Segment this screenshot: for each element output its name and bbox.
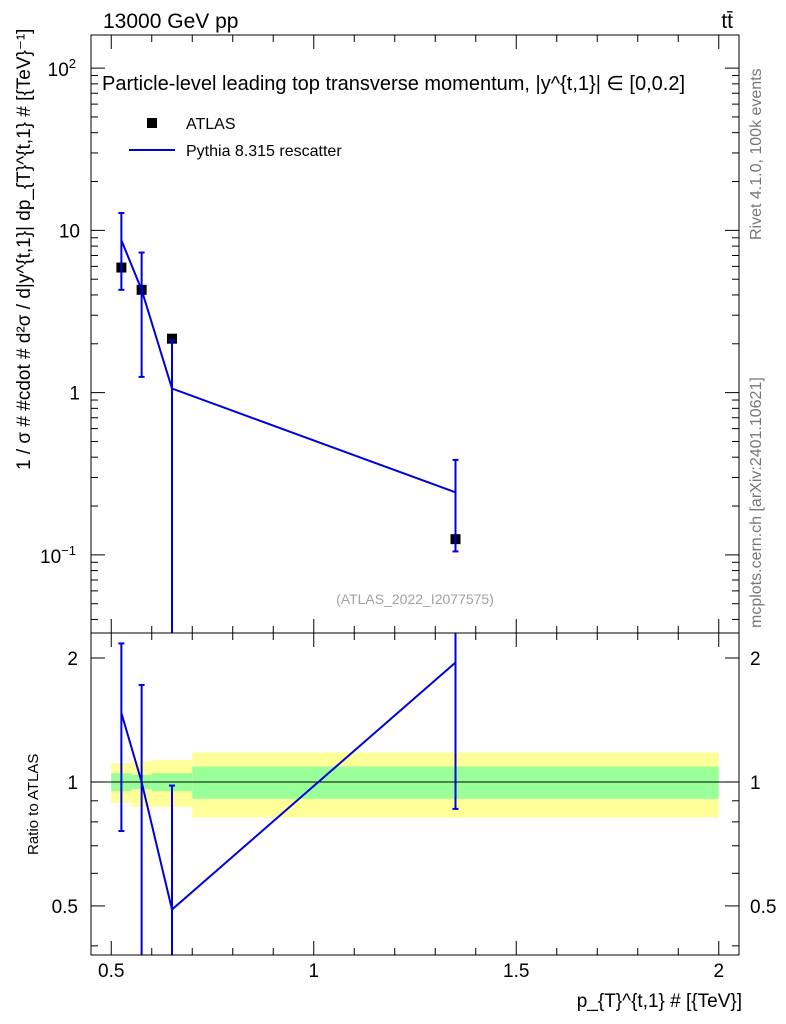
legend: ATLAS Pythia 8.315 rescatter xyxy=(129,116,342,160)
ratio-frame xyxy=(90,632,740,956)
y-tick-label: 102 xyxy=(48,56,76,81)
watermark: (ATLAS_2022_I2077575) xyxy=(336,591,494,607)
main-marks xyxy=(116,211,461,633)
x-tick-label: 1 xyxy=(308,961,319,982)
ratio-line xyxy=(120,661,457,912)
ratio-y-tick-label: 2 xyxy=(67,649,78,670)
main-title: Particle-level leading top transverse mo… xyxy=(102,73,685,95)
ratio-y-tick-label-right: 1 xyxy=(750,773,761,794)
x-tick-label: 2 xyxy=(713,961,724,982)
rivet-label: Rivet 4.1.0, 100k events xyxy=(748,68,765,240)
legend-label-pythia: Pythia 8.315 rescatter xyxy=(186,143,342,160)
legend-label-atlas: ATLAS xyxy=(186,116,236,133)
x-tick-label: 1.5 xyxy=(503,961,529,982)
main-ticks: 102 10 1 10−1 xyxy=(40,35,739,633)
y-tick-label: 1 xyxy=(69,384,80,405)
x-axis-label: p_{T}^{t,1} # [{TeV}] xyxy=(577,991,742,1012)
y-tick-label: 10 xyxy=(59,221,80,242)
atlas-marker xyxy=(167,333,177,344)
process-label: tt̄ xyxy=(721,10,733,33)
ratio-y-tick-label-right: 0.5 xyxy=(750,897,776,918)
source-label: mcplots.cern.ch [arXiv:2401.10621] xyxy=(748,377,765,628)
ratio-bands xyxy=(91,752,739,818)
ratio-y-axis-label: Ratio to ATLAS xyxy=(25,754,42,855)
collision-label: 13000 GeV pp xyxy=(103,10,238,33)
ratio-y-tick-label: 0.5 xyxy=(52,897,78,918)
main-y-axis-label: 1 / σ # #cdot # d²σ / d|y^{t,1}| dp_{T}^… xyxy=(14,29,35,470)
ratio-ticks: 0.5 0.5 1 1 2 2 0.5 1 1.5 2 xyxy=(52,633,776,982)
y-tick-label: 10−1 xyxy=(40,543,76,568)
ratio-y-tick-label: 1 xyxy=(67,773,78,794)
ratio-y-tick-label-right: 2 xyxy=(750,649,761,670)
x-tick-label: 0.5 xyxy=(98,961,124,982)
pythia-line xyxy=(120,239,456,494)
ratio-marks xyxy=(118,633,459,955)
legend-marker-atlas xyxy=(147,118,157,128)
